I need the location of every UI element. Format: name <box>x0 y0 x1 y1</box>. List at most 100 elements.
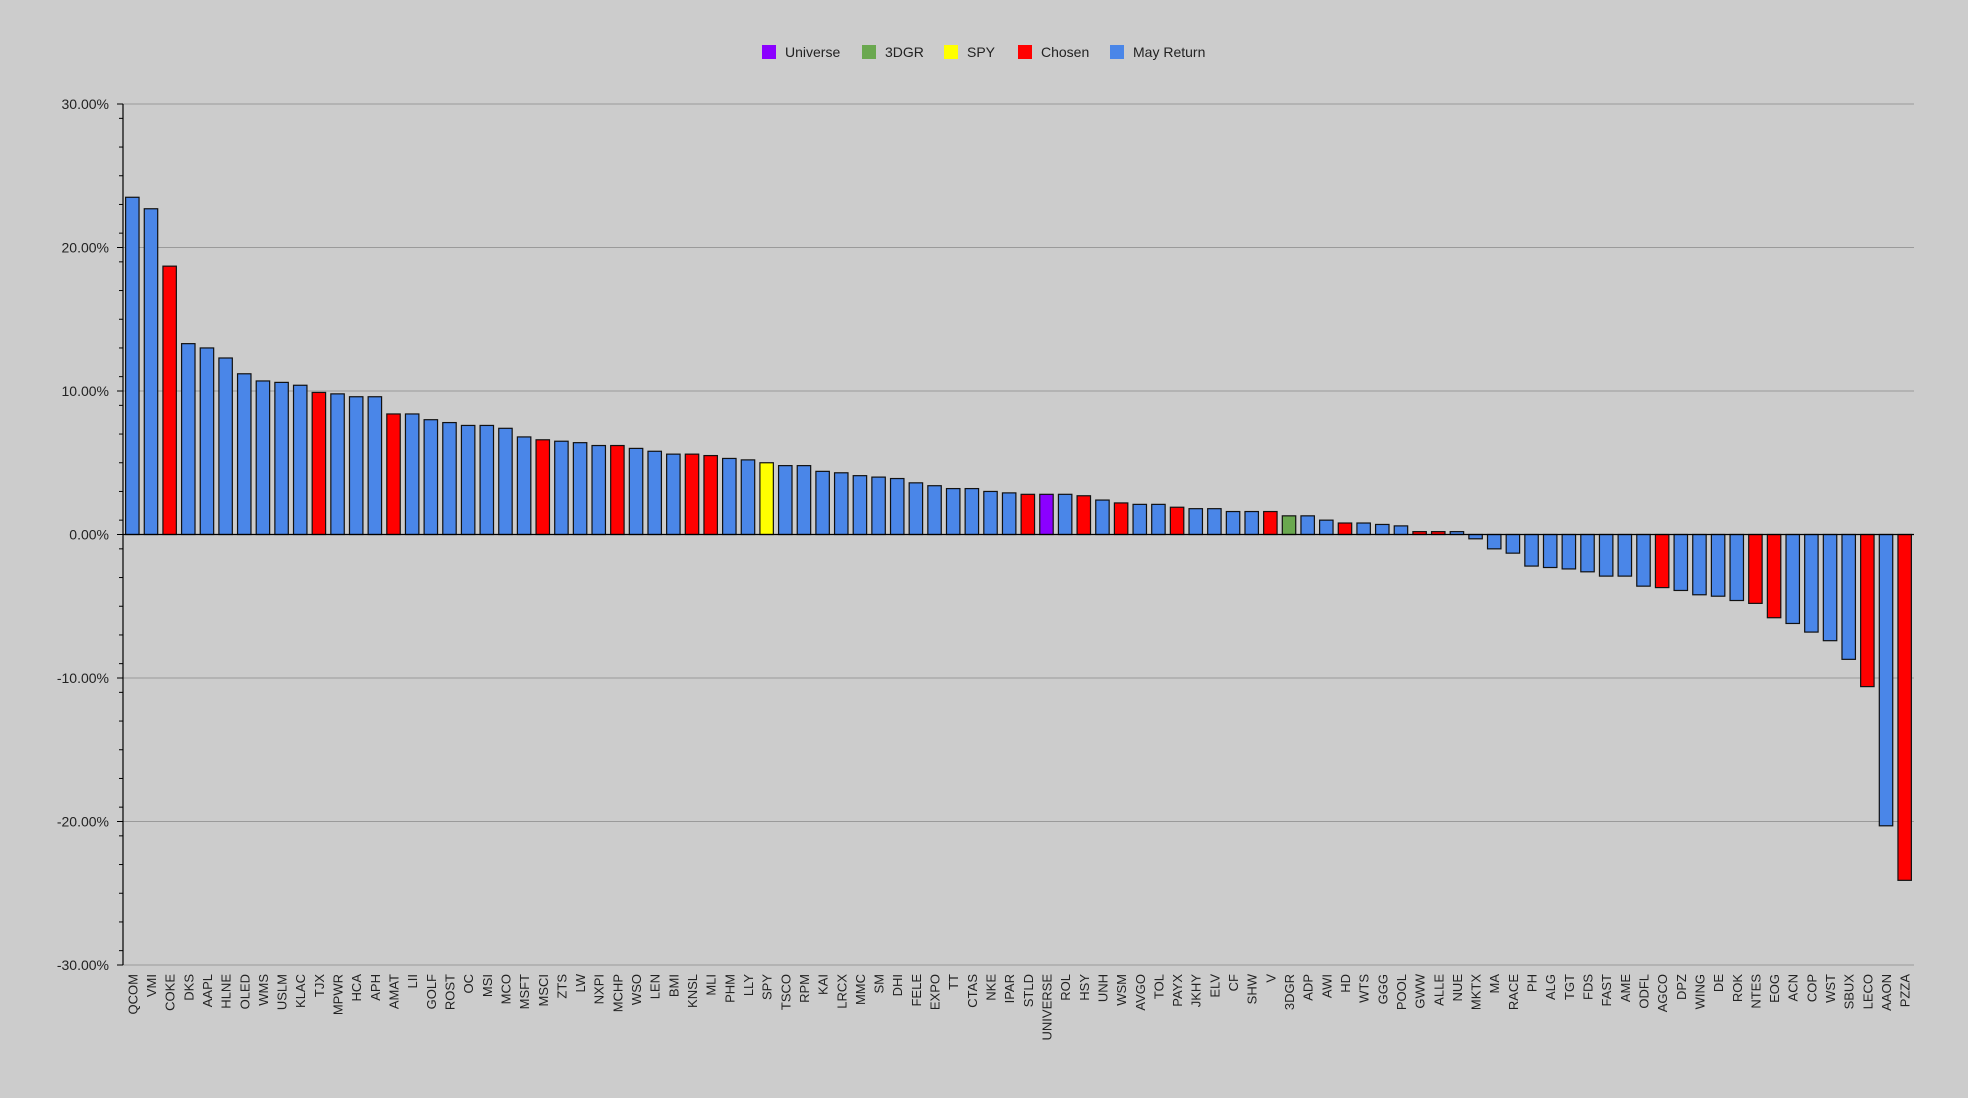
bar-golf <box>423 419 439 536</box>
bar-stld <box>1020 493 1036 536</box>
x-tick-label: MPWR <box>331 974 346 1015</box>
x-tick-label: UNH <box>1095 974 1110 1002</box>
bar-ctas <box>964 487 980 536</box>
legend-swatch <box>1110 45 1124 59</box>
x-tick-label: NTES <box>1748 974 1763 1009</box>
bar-agco <box>1654 533 1670 589</box>
x-tick-label: CTAS <box>965 974 980 1008</box>
x-tick-label: MLI <box>704 974 719 996</box>
x-tick-label: GOLF <box>424 974 439 1009</box>
x-tick-label: WTS <box>1357 974 1372 1003</box>
x-axis: QCOM VMI COKE DKS AAPL HLNE OLED WMS USLM KLAC TJX… <box>125 973 1912 1040</box>
x-tick-label: MKTX <box>1469 974 1484 1010</box>
x-tick-label: TSCO <box>778 974 793 1010</box>
bar-lii <box>404 413 420 536</box>
x-tick-label: ROST <box>442 974 457 1010</box>
x-tick-label: LRCX <box>834 974 849 1009</box>
x-tick-label: JKHY <box>1189 974 1204 1008</box>
legend-swatch <box>762 45 776 59</box>
bar-zts <box>554 440 569 536</box>
x-tick-label: NUE <box>1450 974 1465 1002</box>
x-tick-label: MSFT <box>517 974 532 1009</box>
legend-item: Chosen <box>1018 44 1089 60</box>
x-tick-label: ADP <box>1301 974 1316 1001</box>
bar-ame <box>1617 533 1633 577</box>
x-tick-label: ALLE <box>1431 974 1446 1006</box>
bar-lly <box>740 459 756 536</box>
legend-label: 3DGR <box>885 44 924 60</box>
x-tick-label: OLED <box>237 974 252 1009</box>
x-tick-label: FELE <box>909 974 924 1007</box>
x-tick-label: AAON <box>1879 974 1894 1011</box>
x-tick-label: TJX <box>312 974 327 997</box>
bar-odfl <box>1636 533 1651 587</box>
x-tick-label: CF <box>1226 974 1241 991</box>
y-tick-label: 0.00% <box>69 527 109 543</box>
x-tick-label: HCA <box>349 974 364 1002</box>
x-tick-label: LW <box>573 973 588 992</box>
bar-tgt <box>1561 533 1577 570</box>
x-tick-label: WMS <box>256 974 271 1006</box>
bar-oled <box>236 373 252 536</box>
bar-mco <box>498 427 513 536</box>
x-tick-label: ACN <box>1786 974 1801 1001</box>
x-tick-label: FAST <box>1599 974 1614 1007</box>
bar-rost <box>442 421 457 536</box>
bar-leco <box>1860 533 1875 688</box>
bar-phm <box>722 457 737 536</box>
x-tick-label: SPY <box>760 974 775 1000</box>
bar-msi <box>479 424 495 536</box>
bar-awi <box>1319 519 1334 536</box>
x-tick-label: LECO <box>1860 974 1875 1009</box>
bar-vmi <box>143 208 159 536</box>
bar-aaon <box>1878 533 1894 827</box>
x-tick-label: DHI <box>890 974 905 996</box>
bar-msci <box>535 439 551 536</box>
legend-item: SPY <box>944 44 996 60</box>
bar-dpz <box>1673 533 1689 592</box>
bar-tsco <box>777 465 793 536</box>
bar-fds <box>1580 533 1595 573</box>
bar-uslm <box>274 381 289 536</box>
bar-alg <box>1542 533 1558 569</box>
x-tick-label: STLD <box>1021 974 1036 1007</box>
x-tick-label: LII <box>405 974 420 988</box>
bar-hlne <box>218 357 233 536</box>
x-tick-label: DPZ <box>1674 974 1689 1000</box>
bar-rok <box>1729 533 1745 602</box>
x-tick-label: NXPI <box>592 974 607 1004</box>
bar-wso <box>628 447 644 536</box>
x-tick-label: AWI <box>1319 974 1334 998</box>
bar-mpwr <box>330 393 345 536</box>
legend-label: Universe <box>785 44 840 60</box>
x-tick-label: PAYX <box>1170 974 1185 1007</box>
bar-tol <box>1151 503 1166 536</box>
bar-coke <box>162 265 177 536</box>
bar-ph <box>1524 533 1539 567</box>
bar-lrcx <box>833 472 849 536</box>
x-tick-label: WING <box>1692 974 1707 1009</box>
legend-swatch <box>944 45 958 59</box>
y-tick-label: -30.00% <box>57 957 109 973</box>
bar-hca <box>348 396 364 536</box>
x-tick-label: POOL <box>1394 974 1409 1010</box>
x-tick-label: NKE <box>984 974 999 1001</box>
bar-de <box>1710 533 1726 597</box>
x-tick-label: MSCI <box>536 974 551 1007</box>
x-tick-label: VMI <box>144 974 159 997</box>
legend-swatch <box>1018 45 1032 59</box>
x-tick-label: AGCO <box>1655 974 1670 1012</box>
bar-aph <box>367 396 383 536</box>
x-tick-label: FDS <box>1581 974 1596 1000</box>
bar-wing <box>1692 533 1707 596</box>
x-tick-label: GWW <box>1413 973 1428 1008</box>
bar-ntes <box>1748 533 1763 604</box>
bar-kai <box>815 470 830 536</box>
x-tick-label: EXPO <box>928 974 943 1010</box>
bar-mktx <box>1468 533 1483 540</box>
x-tick-label: EOG <box>1767 974 1782 1003</box>
y-tick-label: 10.00% <box>62 383 109 399</box>
bar-wts <box>1356 522 1371 536</box>
x-tick-label: AAPL <box>200 974 215 1007</box>
bar-payx <box>1169 506 1185 536</box>
